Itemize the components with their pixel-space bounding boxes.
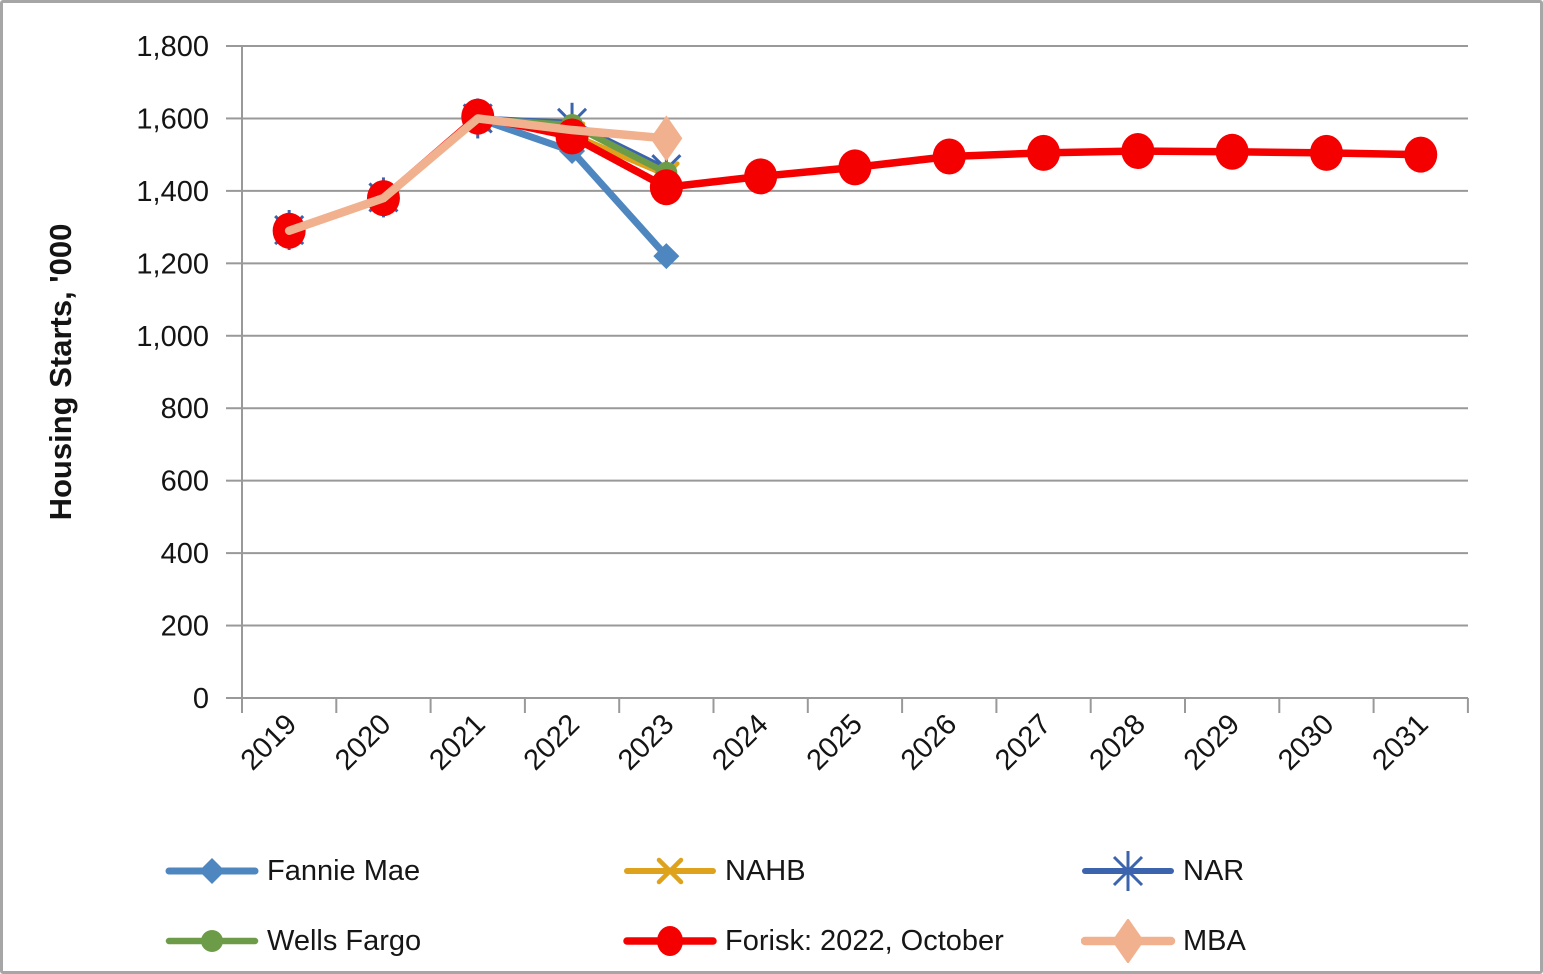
data-point-forisk-2022-october: [1404, 136, 1438, 173]
x-tick-label: 2030: [1272, 708, 1340, 776]
housing-starts-chart: 0 200 400 600 800 1,000 1,200 1,400 1,600 1,800 20…: [43, 31, 1469, 777]
x-tick-label: 2020: [329, 708, 397, 776]
nahb-x-marker-icon: [624, 857, 716, 885]
wells-fargo-circle-marker-icon: [165, 930, 259, 952]
x-tick-label: 2028: [1084, 708, 1152, 776]
y-tick-label: 1,400: [136, 176, 209, 208]
data-point-fannie-mae: [653, 243, 680, 270]
y-tick-label: 1,200: [136, 248, 209, 280]
legend-label-mba: MBA: [1183, 924, 1246, 957]
legend-item-wells-fargo: Wells Fargo: [165, 919, 421, 963]
legend-label-nar: NAR: [1183, 854, 1245, 887]
legend-item-nar: NAR: [1081, 849, 1244, 893]
legend-label-wells-fargo: Wells Fargo: [267, 924, 422, 957]
x-tick-label: 2031: [1366, 708, 1434, 776]
data-point-forisk-2022-october: [1121, 133, 1155, 170]
legend-label-nahb: NAHB: [725, 854, 806, 887]
y-tick-label: 0: [193, 683, 209, 715]
legend-label-forisk: Forisk: 2022, October: [725, 924, 1004, 957]
data-point-forisk-2022-october: [1027, 134, 1061, 171]
data-point-forisk-2022-october: [1215, 133, 1249, 170]
x-tick-label: 2021: [423, 708, 491, 776]
y-tick-label: 800: [161, 393, 209, 425]
data-point-forisk-2022-october: [555, 118, 589, 155]
data-point-forisk-2022-october: [744, 158, 778, 195]
legend-marker-shape: [1112, 919, 1144, 963]
y-axis-title: Housing Starts, '000: [43, 224, 78, 521]
y-tick-label: 200: [161, 611, 209, 643]
x-tick-label: 2027: [989, 708, 1057, 776]
legend-marker-shape: [656, 857, 684, 885]
x-tick-label: 2022: [518, 708, 586, 776]
y-tick-label: 1,800: [136, 31, 209, 63]
y-tick-label: 1,000: [136, 321, 209, 353]
nar-asterisk-marker-icon: [1082, 851, 1174, 891]
fannie-mae-diamond-marker-icon: [165, 858, 259, 884]
series-line-mba: [284, 114, 671, 235]
legend-item-mba: MBA: [1081, 919, 1246, 963]
forisk-circle-marker-icon: [623, 926, 717, 956]
x-tick-label: 2026: [895, 708, 963, 776]
y-tick-label: 1,600: [136, 103, 209, 135]
x-tick-label: 2024: [706, 708, 774, 776]
x-tick-label: 2023: [612, 708, 680, 776]
data-point-forisk-2022-october: [649, 169, 683, 206]
data-point-mba: [650, 115, 683, 162]
mba-diamond-marker-icon: [1081, 919, 1176, 963]
data-point-forisk-2022-october: [1309, 134, 1343, 171]
legend-marker-shape: [201, 930, 223, 952]
y-tick-label: 400: [161, 538, 209, 570]
legend-item-forisk: Forisk: 2022, October: [623, 919, 1004, 963]
legend-item-fannie-mae: Fannie Mae: [165, 849, 420, 893]
legend-marker-shape: [199, 858, 225, 884]
legend-marker-shape: [657, 926, 683, 956]
legend-label-fannie-mae: Fannie Mae: [267, 854, 421, 887]
data-point-forisk-2022-october: [932, 138, 966, 175]
legend-marker-shape: [1112, 855, 1144, 887]
data-point-forisk-2022-october: [838, 149, 872, 186]
x-tick-label: 2029: [1178, 708, 1246, 776]
x-tick-label: 2019: [235, 708, 303, 776]
legend-item-nahb: NAHB: [623, 849, 806, 893]
x-tick-label: 2025: [801, 708, 869, 776]
y-tick-label: 600: [161, 466, 209, 498]
